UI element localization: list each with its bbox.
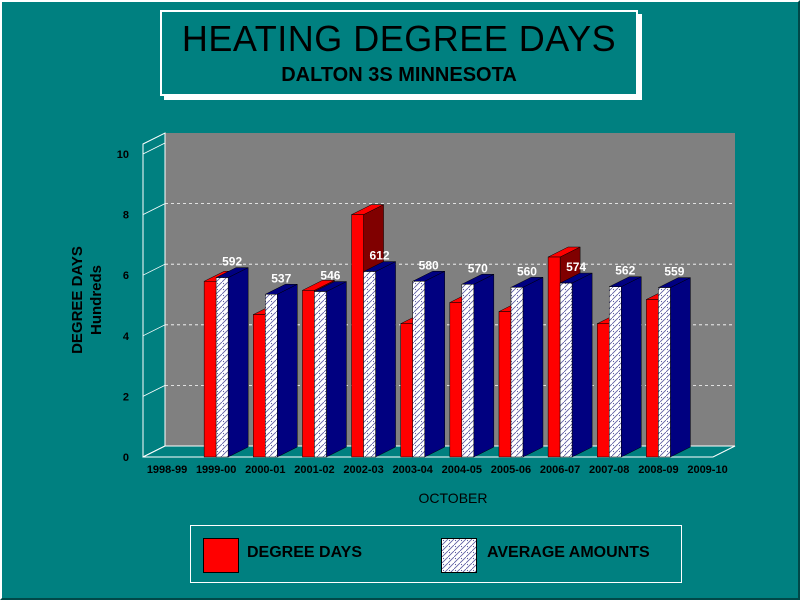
degree-days-bar-front (449, 302, 463, 458)
gridline-side (142, 385, 166, 397)
average-amounts-bar (412, 270, 445, 458)
average-amounts-bar-side (375, 261, 396, 458)
x-tick-label: 1998-99 (147, 464, 187, 476)
average-amounts-bar-front (265, 294, 278, 458)
x-tick-label: 2003-04 (393, 464, 434, 476)
average-amounts-bar-side (277, 283, 298, 458)
x-tick-label: 2001-02 (294, 464, 334, 476)
average-amounts-bar (314, 281, 347, 458)
average-amounts-bar-side (522, 276, 544, 458)
average-amounts-bar (363, 261, 396, 458)
average-data-label: 537 (271, 271, 291, 285)
average-data-label: 574 (566, 260, 586, 274)
degree-days-bar-front (498, 311, 512, 458)
chart-title: HEATING DEGREE DAYS (181, 18, 617, 59)
average-amounts-bar-side (571, 272, 593, 458)
x-tick-label: 2002-03 (343, 464, 383, 476)
average-amounts-bar-front (510, 287, 524, 458)
average-data-label: 580 (419, 258, 439, 272)
y-tick-label: 2 (123, 391, 129, 403)
x-tick-label: 2006-07 (540, 464, 580, 476)
average-amounts-bar (461, 273, 495, 458)
average-amounts-bar-side (326, 281, 347, 458)
y-axis-label: DEGREE DAYS (69, 246, 86, 354)
gridline-side (142, 142, 166, 155)
average-amounts-bar-side (227, 267, 249, 458)
average-amounts-bar-side (473, 273, 495, 458)
legend: DEGREE DAYS AVERAGE AMOUNTS (190, 525, 682, 583)
average-data-label: 546 (320, 269, 340, 283)
legend-label-average-amounts: AVERAGE AMOUNTS (487, 544, 650, 561)
degree-days-bar-front (302, 290, 315, 458)
gridline-side (142, 203, 166, 215)
average-amounts-bar (215, 267, 249, 458)
average-amounts-bar-front (559, 282, 573, 458)
degree-days-bar-front (400, 323, 413, 458)
average-amounts-bar-front (215, 277, 229, 458)
gridline-side (142, 263, 166, 276)
average-amounts-bar (608, 276, 642, 458)
x-axis-label: OCTOBER (419, 490, 488, 506)
x-tick-label: 1999-00 (196, 464, 236, 476)
average-amounts-bar-side (424, 270, 445, 458)
average-amounts-bar (510, 276, 544, 458)
average-data-label: 562 (615, 264, 635, 278)
average-amounts-bar (265, 283, 298, 458)
y-tick-label: 0 (123, 452, 129, 464)
y-tick-label: 6 (123, 270, 129, 282)
average-amounts-bar-front (608, 286, 622, 458)
title-box: HEATING DEGREE DAYS DALTON 3S MINNESOTA (160, 10, 638, 96)
gridline-side (142, 324, 166, 337)
average-amounts-bar-front (412, 281, 425, 458)
legend-pattern (442, 539, 476, 572)
legend-label-degree-days: DEGREE DAYS (247, 544, 362, 561)
average-data-label: 592 (222, 255, 242, 269)
degree-days-bar-front (351, 214, 364, 458)
average-amounts-bar-side (620, 276, 642, 458)
average-amounts-bar-side (670, 277, 691, 458)
average-data-label: 559 (664, 265, 684, 279)
x-tick-label: 2007-08 (589, 464, 629, 476)
average-amounts-bar (559, 272, 593, 458)
average-data-label: 570 (468, 261, 488, 275)
legend-swatch-average-amounts (441, 538, 477, 573)
average-amounts-bar (658, 277, 691, 458)
average-amounts-bar-front (658, 287, 671, 458)
chart-subtitle: DALTON 3S MINNESOTA (281, 64, 517, 86)
degree-days-bar-front (253, 314, 266, 458)
x-tick-label: 2005-06 (491, 464, 531, 476)
average-amounts-bar-front (363, 271, 376, 458)
average-amounts-bar-front (314, 291, 327, 458)
legend-swatch-degree-days (203, 538, 239, 573)
average-amounts-bar-front (461, 284, 475, 458)
y-tick-label: 8 (123, 210, 129, 222)
x-tick-label: 2000-01 (245, 464, 285, 476)
average-data-label: 560 (517, 264, 537, 278)
bars (203, 204, 691, 458)
x-tick-label: 2008-09 (638, 464, 678, 476)
degree-days-bar-front (203, 281, 217, 458)
x-tick-label: 2004-05 (442, 464, 482, 476)
chart-text: 0 2 4 6 8 10 DEGREE DAYS Hundreds OCTOBER 1998-99… (69, 149, 728, 506)
degree-days-bar-front (646, 299, 659, 458)
degree-days-bar-front (547, 256, 561, 458)
y-tick-label: 10 (117, 149, 129, 161)
y-axis-unit: Hundreds (88, 265, 105, 335)
average-data-label: 612 (370, 249, 390, 263)
plot-left-wall (142, 132, 166, 458)
y-tick-label: 4 (123, 331, 130, 343)
degree-days-bar-front (596, 323, 610, 458)
x-tick-label: 2009-10 (687, 464, 727, 476)
